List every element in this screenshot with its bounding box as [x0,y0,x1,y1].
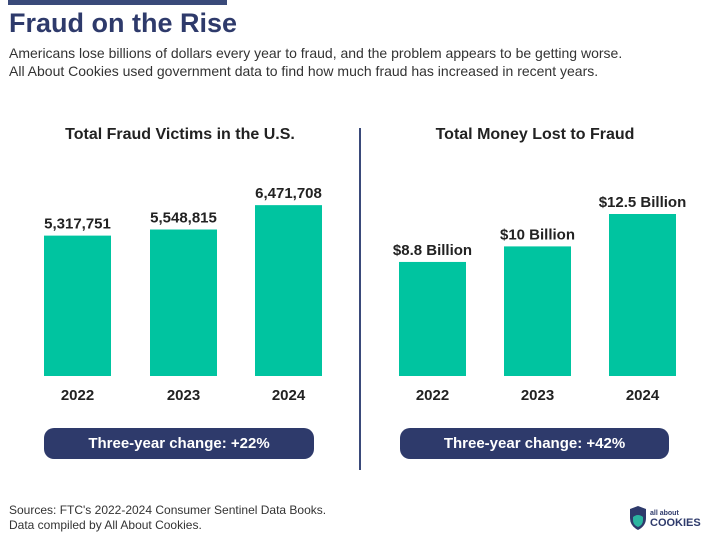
x-tick-label: 2022 [61,387,94,404]
x-tick-label: 2023 [167,387,200,404]
x-tick-label: 2022 [416,387,449,404]
page-title: Fraud on the Rise [9,8,238,38]
bar-2022 [44,235,111,376]
bar-2023 [150,229,217,376]
bar-2024 [609,214,676,376]
bar-2022 [399,261,466,376]
top-accent-bar [8,0,227,5]
data-label: $12.5 Billion [599,194,687,211]
subtitle: Americans lose billions of dollars every… [9,44,622,80]
chart-title-victims: Total Fraud Victims in the U.S. [65,126,295,143]
source-line: Sources: FTC's 2022-2024 Consumer Sentin… [9,503,327,517]
divider [359,128,361,470]
change-badge-victims: Three-year change: +22% [44,428,314,459]
x-tick-label: 2024 [626,387,660,404]
change-badge-money: Three-year change: +42% [400,428,669,459]
bar-2023 [504,246,571,376]
subtitle-line: All About Cookies used government data t… [9,63,599,79]
source-line: Data compiled by All About Cookies. [9,518,202,532]
data-label: $8.8 Billion [393,242,472,259]
subtitle-line: Americans lose billions of dollars every… [9,45,623,61]
svg-text:all about: all about [650,510,679,517]
data-label: 6,471,708 [255,185,322,202]
chart-title-money: Total Money Lost to Fraud [435,126,635,143]
x-tick-label: 2024 [272,387,306,404]
bar-2024 [255,205,322,376]
data-label: 5,548,815 [150,210,217,227]
sources: Sources: FTC's 2022-2024 Consumer Sentin… [9,503,326,533]
x-tick-label: 2023 [521,387,554,404]
data-label: 5,317,751 [44,216,111,233]
all-about-cookies-logo: all about COOKIES [630,506,701,530]
svg-text:COOKIES: COOKIES [650,517,701,529]
data-label: $10 Billion [500,226,575,243]
